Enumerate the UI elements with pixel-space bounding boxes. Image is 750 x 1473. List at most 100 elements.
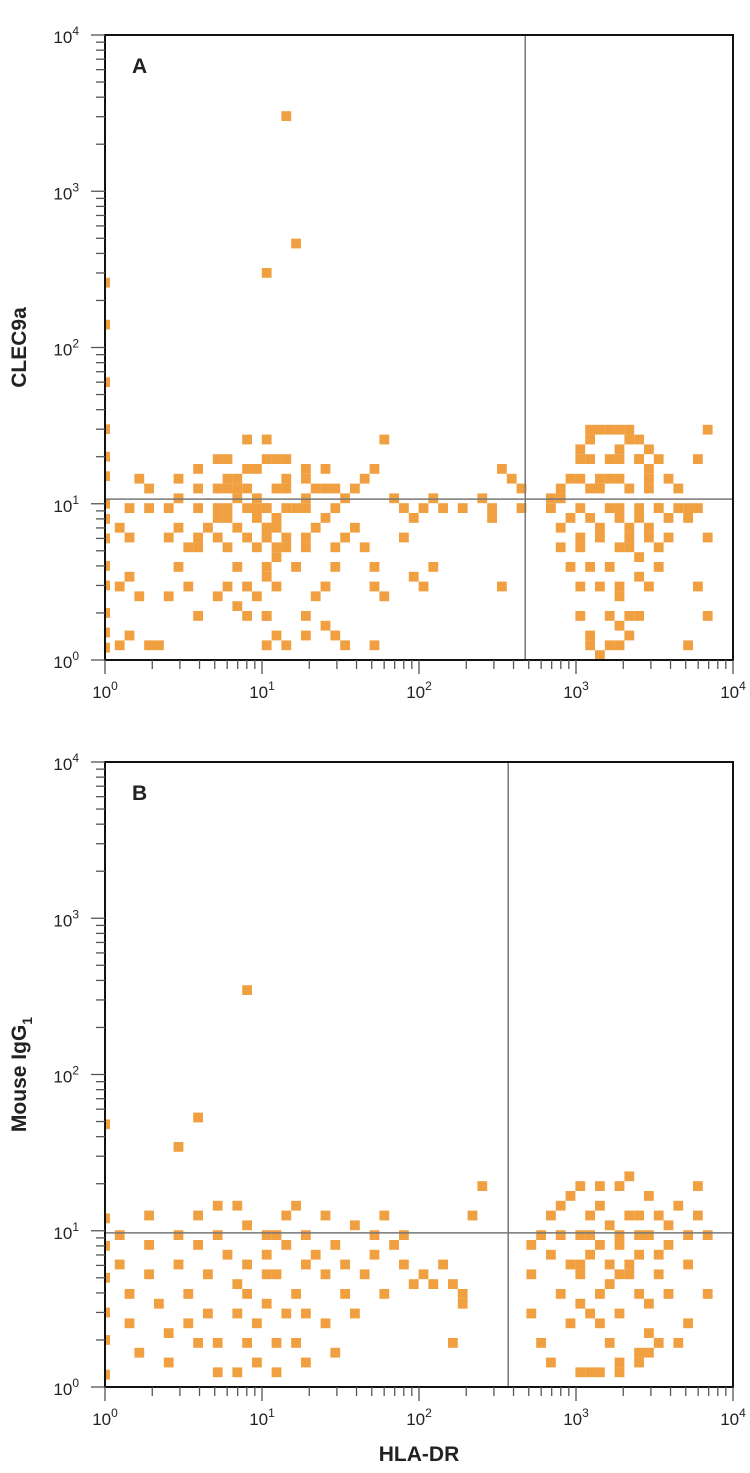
data-point bbox=[644, 1298, 654, 1309]
data-point bbox=[369, 640, 380, 651]
data-point bbox=[193, 464, 203, 474]
panel-label: A bbox=[132, 55, 147, 78]
data-point bbox=[438, 503, 448, 513]
tick-base: 10 bbox=[563, 683, 582, 702]
data-point bbox=[232, 1367, 243, 1378]
data-point bbox=[134, 1347, 145, 1358]
data-point bbox=[193, 1112, 203, 1123]
data-point bbox=[222, 454, 233, 464]
data-point bbox=[614, 620, 625, 631]
data-point bbox=[418, 1269, 429, 1280]
data-point bbox=[242, 434, 252, 445]
tick-exponent: 4 bbox=[72, 24, 79, 38]
data-point bbox=[575, 444, 586, 455]
data-point bbox=[281, 542, 292, 553]
data-point bbox=[673, 483, 684, 494]
y-tick-label: 102 bbox=[53, 337, 79, 360]
data-point bbox=[399, 532, 409, 543]
data-point bbox=[134, 591, 145, 602]
data-point bbox=[271, 1367, 282, 1378]
data-point bbox=[663, 1240, 674, 1250]
data-point bbox=[663, 473, 674, 484]
data-point bbox=[624, 532, 635, 543]
data-point bbox=[614, 1269, 625, 1280]
data-point bbox=[212, 454, 223, 464]
data-point bbox=[624, 630, 635, 641]
data-point bbox=[154, 1298, 164, 1309]
data-point bbox=[173, 1142, 184, 1152]
data-point bbox=[546, 503, 556, 513]
data-point bbox=[702, 611, 713, 621]
data-point bbox=[575, 1269, 586, 1280]
data-point bbox=[595, 473, 605, 484]
data-point bbox=[595, 650, 605, 660]
x-tick-label: 104 bbox=[720, 1406, 746, 1429]
x-tick-label: 101 bbox=[249, 1406, 275, 1429]
data-point bbox=[106, 277, 110, 288]
data-point bbox=[261, 1249, 272, 1260]
data-point bbox=[634, 1347, 644, 1358]
data-point bbox=[163, 1357, 174, 1368]
data-point bbox=[653, 454, 664, 464]
data-point bbox=[379, 1210, 390, 1221]
data-point bbox=[575, 454, 586, 464]
data-point bbox=[408, 513, 419, 523]
data-point bbox=[144, 1210, 154, 1221]
data-point bbox=[242, 1289, 252, 1299]
x-tick-label: 103 bbox=[563, 1406, 589, 1429]
data-point bbox=[252, 1357, 262, 1368]
data-point bbox=[575, 473, 586, 484]
data-point bbox=[106, 471, 110, 482]
data-point bbox=[448, 1279, 458, 1289]
data-point bbox=[301, 630, 311, 641]
data-point bbox=[310, 522, 321, 533]
tick-exponent: 1 bbox=[72, 1220, 79, 1234]
data-point bbox=[134, 473, 145, 484]
data-point bbox=[252, 493, 262, 504]
data-point bbox=[565, 473, 576, 484]
data-point bbox=[585, 434, 595, 445]
data-point bbox=[585, 483, 595, 494]
data-point bbox=[271, 552, 282, 562]
data-point bbox=[261, 1269, 272, 1280]
data-point bbox=[399, 1259, 409, 1270]
tick-exponent: 1 bbox=[268, 679, 275, 693]
tick-exponent: 4 bbox=[739, 679, 746, 693]
data-point bbox=[653, 542, 664, 553]
data-point bbox=[310, 1249, 321, 1260]
data-point bbox=[477, 493, 488, 504]
data-point bbox=[644, 1191, 654, 1201]
tick-exponent: 3 bbox=[582, 1406, 589, 1420]
data-point bbox=[183, 542, 194, 553]
data-point bbox=[634, 1230, 644, 1240]
data-point bbox=[653, 503, 664, 513]
data-point bbox=[222, 513, 233, 523]
data-point bbox=[683, 640, 693, 651]
data-point bbox=[212, 513, 223, 523]
data-point bbox=[154, 640, 164, 651]
data-point bbox=[106, 580, 110, 591]
data-point bbox=[212, 532, 223, 543]
data-point bbox=[106, 1307, 110, 1318]
data-point bbox=[379, 434, 390, 445]
data-point bbox=[595, 1181, 605, 1191]
data-point bbox=[614, 640, 625, 651]
tick-exponent: 3 bbox=[72, 180, 79, 194]
tick-base: 10 bbox=[53, 28, 72, 47]
data-point bbox=[261, 532, 272, 543]
data-point bbox=[320, 464, 331, 474]
data-point bbox=[506, 473, 517, 484]
data-point bbox=[477, 1181, 488, 1191]
data-point bbox=[281, 473, 292, 484]
y-axis-label: CLEC9a bbox=[8, 307, 31, 388]
data-point bbox=[281, 454, 292, 464]
data-point bbox=[212, 503, 223, 513]
data-point bbox=[261, 1298, 272, 1309]
data-point bbox=[526, 1240, 537, 1250]
data-point bbox=[301, 1259, 311, 1270]
panel-label: B bbox=[132, 782, 147, 805]
data-point bbox=[310, 591, 321, 602]
data-point bbox=[232, 493, 243, 504]
data-point bbox=[585, 1230, 595, 1240]
tick-base: 10 bbox=[720, 1410, 739, 1429]
